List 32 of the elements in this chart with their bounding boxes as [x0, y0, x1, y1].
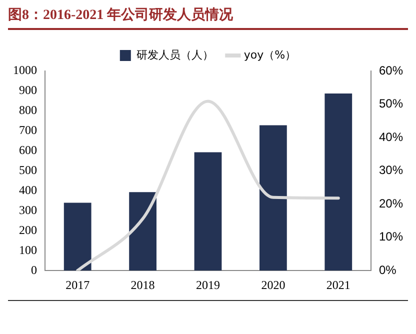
- x-tick-label: 2021: [326, 278, 350, 292]
- bar: [64, 202, 92, 271]
- legend-label: yoy（%）: [244, 48, 296, 62]
- y-tick-label: 1000: [13, 63, 37, 78]
- y-tick-label: 800: [19, 103, 37, 118]
- y-tick-label: 700: [19, 123, 37, 138]
- bar: [129, 192, 156, 271]
- bar: [324, 94, 352, 271]
- bar: [194, 152, 222, 271]
- line-series: [76, 100, 340, 271]
- y2-tick-label: 50%: [378, 96, 404, 111]
- x-tick-label: 2020: [261, 278, 286, 292]
- y2-tick-label: 10%: [378, 230, 404, 244]
- y-tick-label: 100: [19, 242, 37, 257]
- x-tick-label: 2019: [196, 278, 220, 292]
- y-tick-label: 500: [19, 162, 37, 177]
- chart-title: 图8：2016-2021 年公司研发人员情况: [8, 6, 408, 30]
- y-tick-label: 300: [19, 202, 37, 217]
- y-tick-label: 0: [31, 262, 37, 277]
- legend-label: 研发人员（人）: [136, 48, 214, 62]
- bar: [259, 125, 287, 271]
- y2-tick-label: 60%: [378, 63, 404, 78]
- y2-tick-label: 0%: [378, 262, 397, 277]
- x-tick-label: 2018: [130, 278, 155, 292]
- y-tick-label: 400: [19, 182, 37, 197]
- x-tick-label: 2017: [66, 278, 90, 292]
- y2-tick-label: 40%: [378, 130, 404, 144]
- y2-tick-label: 20%: [378, 196, 404, 210]
- y-tick-label: 200: [19, 222, 37, 237]
- y-tick-label: 900: [19, 83, 37, 98]
- y2-tick-label: 30%: [378, 163, 404, 178]
- y-tick-label: 600: [19, 142, 37, 157]
